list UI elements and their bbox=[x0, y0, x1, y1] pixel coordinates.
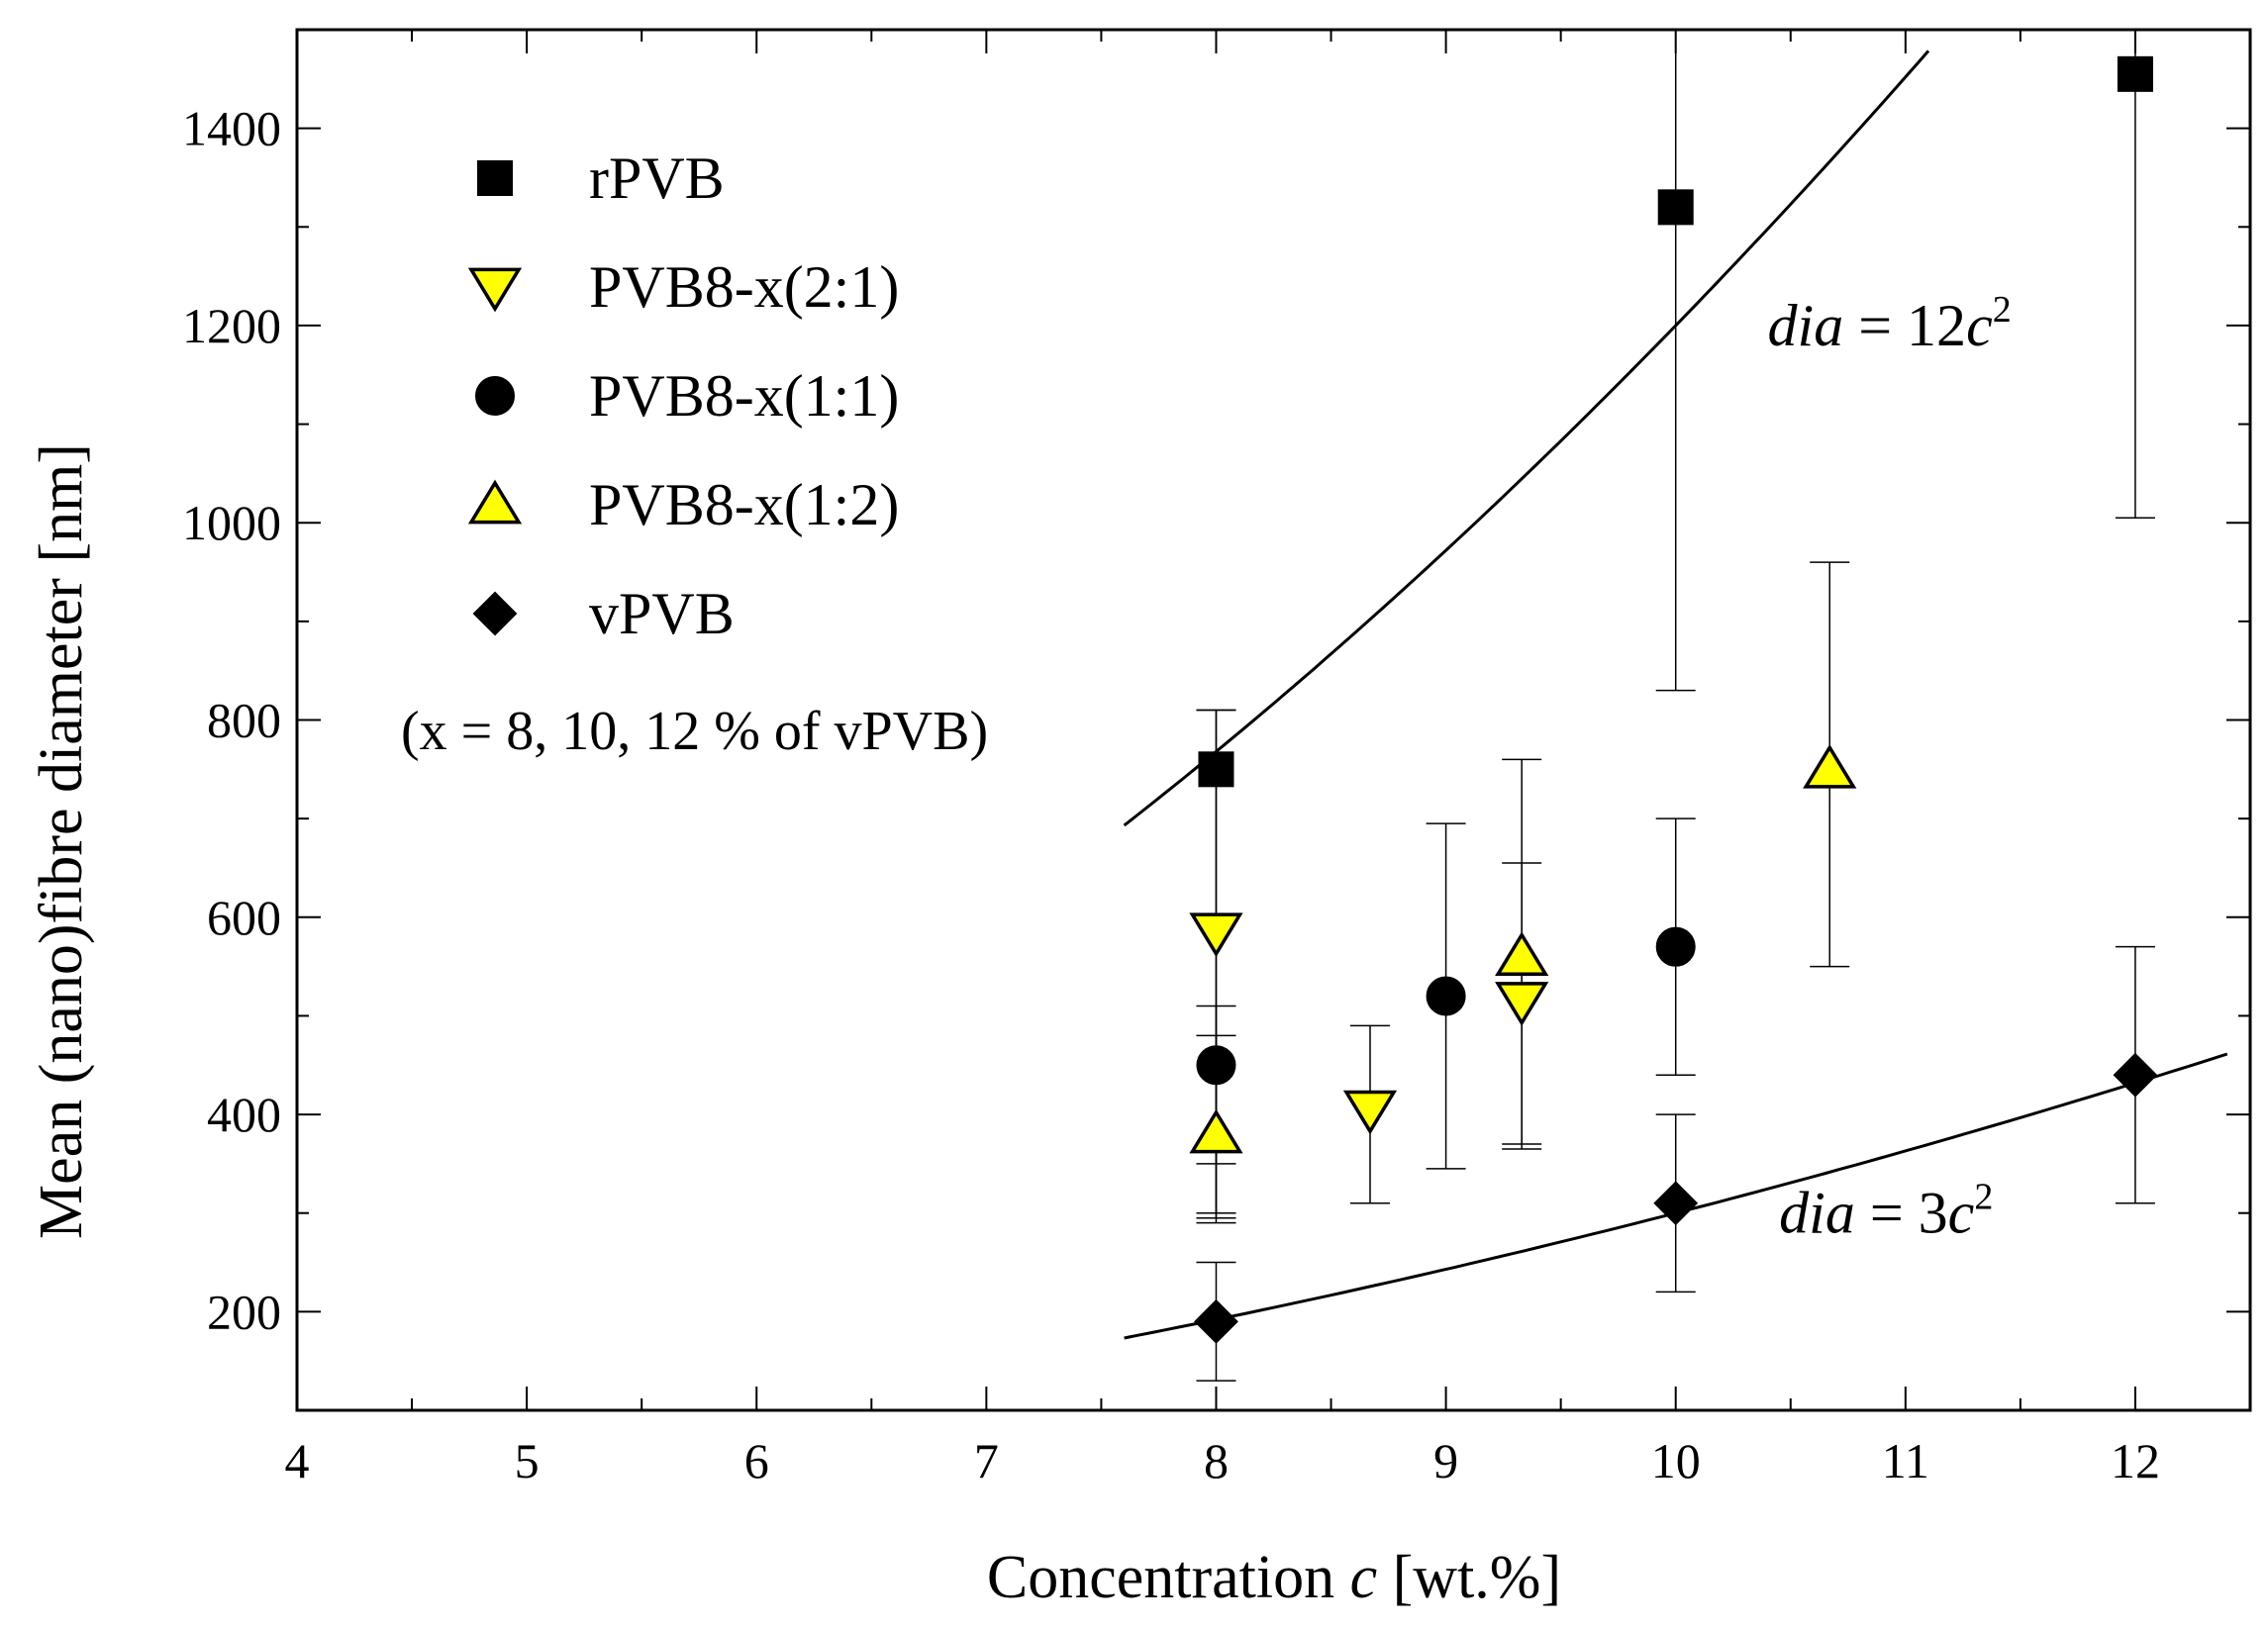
fit-labels: dia = 12c2 dia = 3c2 bbox=[1768, 289, 2012, 1246]
y-tick-label: 200 bbox=[207, 1284, 281, 1339]
point-rpvb bbox=[2117, 55, 2153, 92]
legend-label: PVB8-x(2:1) bbox=[589, 254, 899, 320]
x-tick-label: 5 bbox=[515, 1433, 540, 1488]
legend-label: PVB8-x(1:1) bbox=[589, 363, 899, 429]
point-pvb8-x-1-2- bbox=[1495, 931, 1549, 976]
x-tick-label: 6 bbox=[744, 1433, 769, 1488]
point-pvb8-x-1-1- bbox=[1196, 1045, 1236, 1086]
y-tick-label: 400 bbox=[207, 1087, 281, 1142]
legend-label: PVB8-x(1:2) bbox=[589, 472, 899, 537]
legend-marker bbox=[467, 479, 523, 525]
point-pvb8-x-1-1- bbox=[1426, 976, 1466, 1016]
fit-label: dia = 12c2 bbox=[1768, 289, 2012, 358]
legend-label: rPVB bbox=[589, 145, 725, 211]
point-rpvb bbox=[1198, 751, 1234, 788]
legend-note: (x = 8, 10, 12 % of vPVB) bbox=[401, 701, 988, 762]
data-points bbox=[1189, 55, 2158, 1344]
point-vpvb bbox=[1653, 1181, 1699, 1226]
legend-marker bbox=[472, 591, 518, 636]
y-tick-label: 1200 bbox=[182, 298, 281, 353]
y-tick-label: 1000 bbox=[182, 495, 281, 550]
x-axis-label: Concentration c [wt.%] bbox=[987, 1544, 1561, 1611]
y-axis-label: Mean (nano)fibre diameter [nm] bbox=[28, 443, 95, 1239]
point-pvb8-x-2-1- bbox=[1495, 982, 1549, 1026]
y-tick-label: 800 bbox=[207, 693, 281, 748]
point-rpvb bbox=[1657, 189, 1694, 226]
fit-curve-12c2 bbox=[1123, 49, 1930, 827]
fit-label: dia = 3c2 bbox=[1779, 1177, 1993, 1246]
point-vpvb bbox=[2113, 1052, 2158, 1098]
point-pvb8-x-2-1- bbox=[1342, 1090, 1398, 1135]
error-bars bbox=[1196, 30, 2155, 1382]
point-pvb8-x-1-2- bbox=[1189, 1108, 1243, 1154]
x-tick-label: 7 bbox=[974, 1433, 999, 1488]
legend-marker bbox=[475, 376, 515, 416]
x-tick-label: 12 bbox=[2111, 1433, 2160, 1488]
x-tick-label: 9 bbox=[1433, 1433, 1458, 1488]
x-tick-label: 10 bbox=[1651, 1433, 1701, 1488]
legend-label: vPVB bbox=[589, 581, 735, 646]
point-pvb8-x-2-1- bbox=[1189, 912, 1243, 958]
point-pvb8-x-1-1- bbox=[1655, 926, 1696, 967]
y-tick-label: 1400 bbox=[182, 101, 281, 156]
x-tick-label: 8 bbox=[1204, 1433, 1229, 1488]
point-vpvb bbox=[1194, 1298, 1238, 1344]
axes: 4 5 6 7 8 9 10 11 12 200 400 600 800 1000 1200 1400 bbox=[182, 28, 2252, 1488]
x-tick-label: 4 bbox=[285, 1433, 310, 1488]
point-pvb8-x-1-2- bbox=[1803, 743, 1857, 789]
legend: rPVB PVB8-x(2:1) PVB8-x(1:1) PVB8-x(1:2) vPV… bbox=[467, 145, 899, 646]
legend-marker bbox=[477, 160, 513, 196]
x-tick-label: 11 bbox=[1882, 1433, 1929, 1488]
y-tick-label: 600 bbox=[207, 890, 281, 945]
legend-marker bbox=[467, 267, 523, 313]
